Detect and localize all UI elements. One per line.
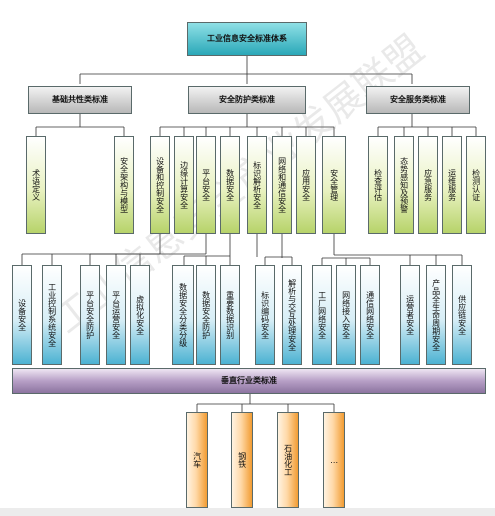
operator-security-node: 运营者安全 [400,265,420,365]
edge-computing-security-node: 边缘计算安全 [174,136,194,234]
industry-more-node: … [323,412,345,508]
virtualization-security-node: 虚拟化安全 [130,265,150,365]
security-architecture-node: 安全架构与模型 [114,136,134,234]
situational-awareness-node: 态势感知及预警 [394,136,414,234]
resolution-interaction-security-node: 解析与交互处理安全 [282,265,302,365]
testing-certification-node: 检测认证 [466,136,486,234]
product-lifecycle-security-node: 产品全生命周期安全 [426,265,446,365]
security-management-node: 安全管理 [322,136,346,234]
industry-automotive-node: 汽车 [186,412,208,508]
communication-network-security-node: 通信网络安全 [360,265,380,365]
operations-service-node: 运维服务 [442,136,462,234]
identifier-resolution-security-node: 标识解析安全 [247,136,267,234]
factory-network-security-node: 工厂网络安全 [312,265,332,365]
platform-operation-security-node: 平台运营安全 [106,265,126,365]
network-communication-security-node: 网络和通信安全 [272,136,292,234]
application-security-node: 应用安全 [296,136,316,234]
ics-security-node: 工业控制系统安全 [42,265,62,365]
inspection-evaluation-node: 检查评估 [368,136,388,234]
vertical-industry-bar: 垂直行业类标准 [12,368,486,394]
terminology-node: 术语定义 [26,136,46,234]
device-security-node: 设备安全 [12,265,32,365]
industry-steel-node: 钢铁 [231,412,253,508]
data-classification-node: 数据安全分类分级 [172,265,194,365]
data-protection-node: 数据安全防护 [196,265,216,365]
emergency-service-node: 应急服务 [418,136,438,234]
device-control-security-node: 设备和控制安全 [150,136,170,234]
bottom-strip [0,508,495,516]
service-standards-node: 安全服务类标准 [366,86,470,114]
protection-standards-node: 安全防护类标准 [188,86,306,114]
identifier-encoding-security-node: 标识编码安全 [255,265,275,365]
data-security-node: 数据安全 [220,136,240,234]
root-node: 工业信息安全标准体系 [187,22,307,56]
important-data-identification-node: 重要数据识别 [220,265,240,365]
supply-chain-security-node: 供应链安全 [452,265,472,365]
industry-petrochemical-node: 石油化工 [277,412,299,508]
basic-standards-node: 基础共性类标准 [28,86,132,114]
platform-protection-node: 平台安全防护 [80,265,100,365]
platform-security-node: 平台安全 [196,136,216,234]
network-access-security-node: 网络接入安全 [336,265,356,365]
